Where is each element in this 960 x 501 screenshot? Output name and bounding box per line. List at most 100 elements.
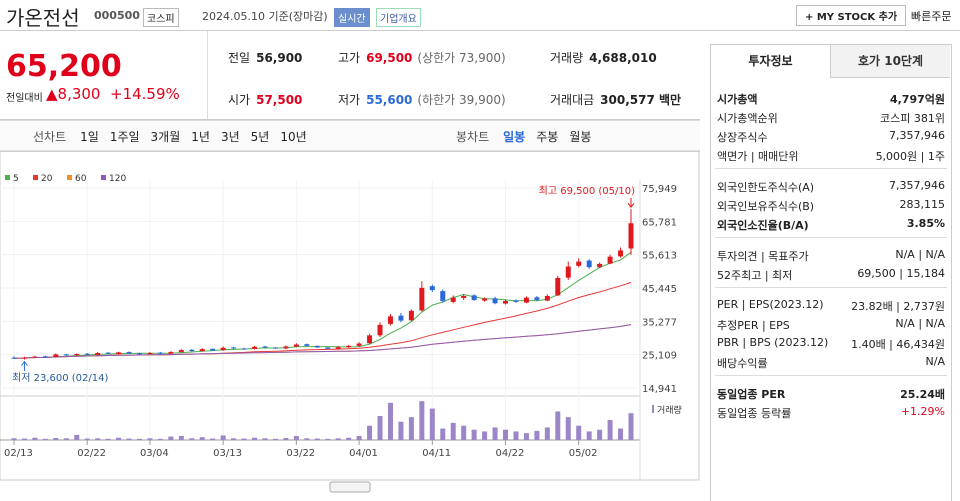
info-value: 1.40배 | 46,434원 [851,338,945,351]
candle-body [220,347,226,351]
info-value: 7,357,946 [889,129,945,142]
period-button[interactable]: 1년 [191,130,210,144]
volume-bar [21,438,27,440]
y-tick-label: 35,277 [642,317,677,328]
quick-order[interactable]: 빠른주문 [911,10,952,23]
collapse-button[interactable] [329,481,371,493]
market-badge: 코스피 [143,8,179,27]
x-tick-label: 04/01 [349,448,378,459]
separator [715,237,947,238]
period-button[interactable]: 일봉 [503,130,526,144]
info-row: 52주최고 | 최저 69,500 | 15,184 [717,267,945,283]
volume-bar [471,429,477,440]
candle-body [346,345,352,348]
candle-body [335,347,341,349]
info-value: 7,357,946 [889,179,945,192]
info-row: 동일업종 등락률 +1.29% [717,405,945,421]
tab-active[interactable]: 투자정보 [711,45,830,77]
period-button[interactable]: 5년 [250,130,270,144]
candle-body [367,335,373,344]
candle-body [199,349,205,352]
volume-bar [157,438,163,440]
info-label: 시가총액순위 [717,112,778,125]
tab[interactable]: 호가 10단계 [830,45,950,78]
volume-bar [210,438,216,440]
overview-dropdown[interactable]: 기업개요 [376,8,421,27]
period-button[interactable]: 10년 [280,130,307,144]
candle-body [377,324,383,336]
candle-body [147,353,153,355]
candle-body [241,348,247,350]
candle-body [429,286,435,291]
candle-body [272,347,278,349]
x-tick-label: 04/11 [422,448,451,459]
volume-bar [199,437,205,440]
info-label: 추정PER | EPS [717,319,790,332]
candle-body [74,354,80,356]
quote-cell: 시가 57,500 [228,91,302,108]
candle-body [576,261,582,266]
candle-body [262,346,268,348]
candle-body [252,346,258,349]
volume-bar [492,427,498,440]
candle-body [178,350,184,353]
y-tick-label: 55,613 [642,251,677,262]
x-tick-label: 04/22 [496,448,525,459]
volume-bar [597,429,603,440]
candle-body [314,345,320,348]
candle-body [450,297,456,302]
realtime-badge[interactable]: 실시간 [334,8,370,27]
header: 가온전선 000500 코스피 2024.05.10 기준(장마감) 실시간 기… [0,0,960,31]
info-label: 외국인한도주식수(A) [717,181,815,194]
change-pct: +14.59% [110,85,180,103]
candle-body [534,297,540,300]
stock-name: 가온전선 [6,6,80,30]
y-tick-label: 14,941 [642,384,677,395]
period-button[interactable]: 1주일 [109,130,140,144]
volume-bar [398,421,404,440]
candle-body [356,343,362,346]
period-button[interactable]: 월봉 [569,130,592,144]
date: 2024.05.10 기준(장마감) [202,10,328,23]
volume-bar [440,428,446,440]
volume-bar [335,438,341,440]
volume-bar [53,438,59,440]
period-button[interactable]: 3년 [220,130,240,144]
info-label: PBR | BPS (2023.12) [717,336,829,349]
volume-bar [63,438,69,440]
candle-body [555,277,561,296]
info-value: 4,797억원 [889,93,945,106]
x-tick-label: 03/04 [140,448,169,459]
candle-body [126,352,132,354]
change: ▲8,300 [46,85,101,103]
volume-bar [74,434,80,440]
volume-bar [618,428,624,440]
cell-note: (상한가 73,900) [417,51,506,65]
mystock-button[interactable]: + MY STOCK 추가 [796,5,907,26]
candle-body [503,300,509,304]
volume-bar [377,416,383,440]
separator [715,375,947,376]
volume-bar [628,413,634,440]
candle-body [53,354,59,357]
tool-label: 선차트 [33,130,67,144]
volume-bar [325,438,331,440]
candle-body [325,347,331,349]
candle-body [304,344,310,346]
period-button[interactable]: 주봉 [536,130,559,144]
period-button[interactable]: 3개월 [150,130,181,144]
legend-label: 20 [41,174,53,184]
info-label: 52주최고 | 최저 [717,269,793,282]
candle-body [42,356,48,358]
candle-body [607,256,613,264]
info-value: 23.82배 | 2,737원 [851,300,945,313]
period-button[interactable]: 1일 [80,130,99,144]
info-label: 투자의견 | 목표주가 [717,250,809,263]
info-row: 시가총액 4,797억원 [717,91,945,107]
cell-value: 57,500 [256,93,303,107]
info-panel: 투자정보 호가 10단계 시가총액 4,797억원 시가총액순위 코스피 381위 상장… [710,44,952,501]
info-row: 외국인한도주식수(A) 7,357,946 [717,179,945,195]
info-label: 동일업종 PER [717,388,786,401]
info-row: 상장주식수 7,357,946 [717,129,945,145]
